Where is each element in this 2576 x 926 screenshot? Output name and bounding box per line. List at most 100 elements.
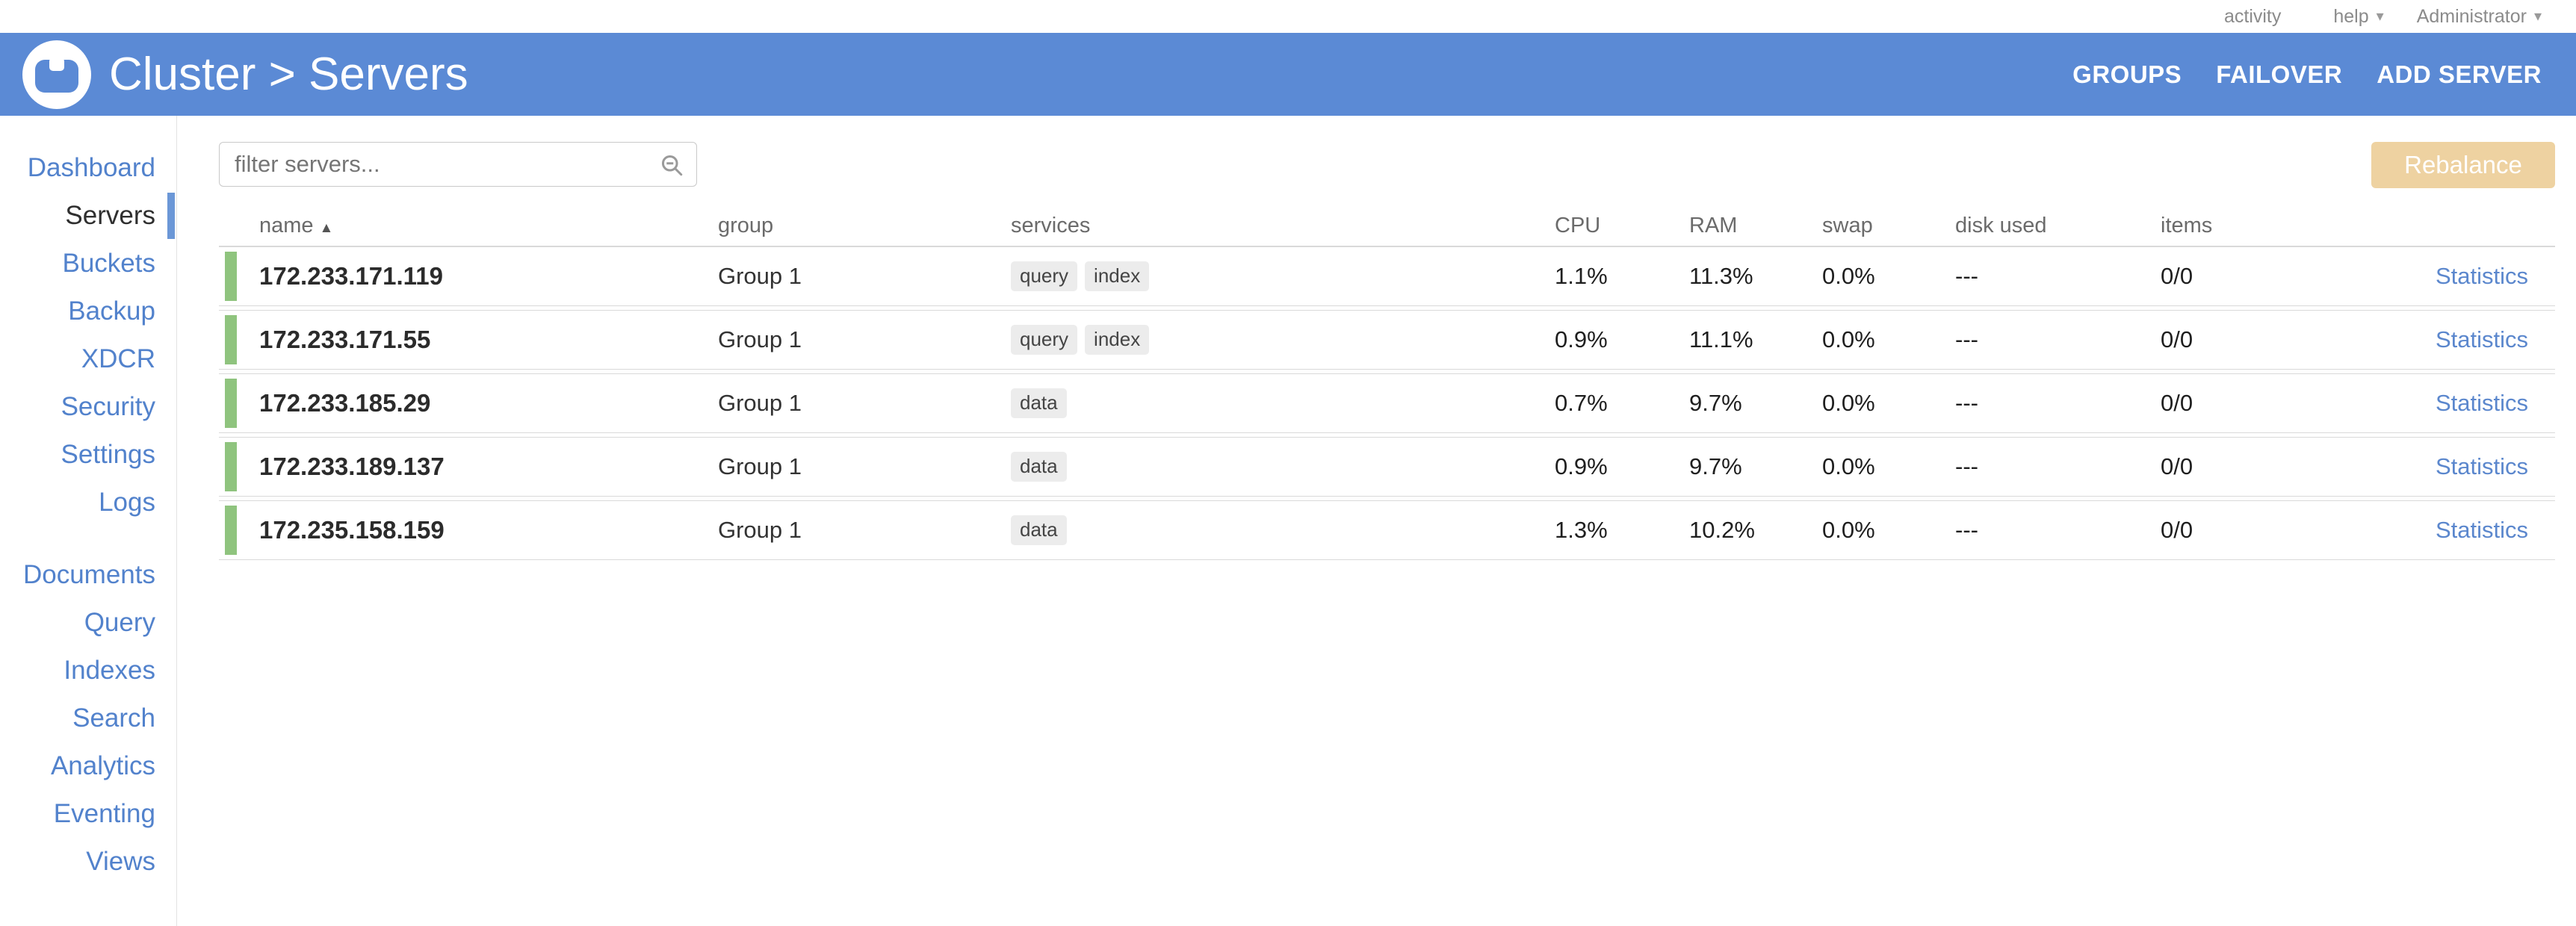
table-row: 172.233.185.29 Group 1 data 0.7% 9.7% 0.…	[219, 373, 2555, 433]
failover-button[interactable]: FAILOVER	[2216, 60, 2343, 88]
statistics-link[interactable]: Statistics	[2435, 453, 2528, 479]
server-swap: 0.0%	[1822, 453, 1875, 479]
server-name[interactable]: 172.233.171.119	[259, 262, 443, 290]
server-cpu: 0.9%	[1555, 453, 1608, 479]
table-row: 172.233.189.137 Group 1 data 0.9% 9.7% 0…	[219, 437, 2555, 497]
server-status-indicator	[225, 315, 237, 364]
server-disk-used: ---	[1955, 390, 1978, 416]
rebalance-button[interactable]: Rebalance	[2371, 142, 2555, 188]
sidebar-item-indexes[interactable]: Indexes	[64, 656, 155, 685]
server-items: 0/0	[2161, 326, 2193, 352]
activity-link[interactable]: activity	[2224, 6, 2281, 28]
header-action-menu: GROUPS FAILOVER ADD SERVER	[2072, 60, 2542, 89]
chevron-down-icon: ▾	[2533, 8, 2542, 25]
server-items: 0/0	[2161, 517, 2193, 543]
server-services: query index	[1011, 261, 1555, 292]
server-ram: 11.1%	[1689, 326, 1753, 352]
service-badge: data	[1011, 388, 1067, 419]
server-ram: 9.7%	[1689, 390, 1742, 416]
server-services: data	[1011, 515, 1555, 546]
table-row: 172.235.158.159 Group 1 data 1.3% 10.2% …	[219, 500, 2555, 560]
column-header-name[interactable]: name ▲	[259, 213, 334, 237]
activity-label: activity	[2223, 5, 2282, 27]
sidebar-item-documents[interactable]: Documents	[22, 560, 155, 589]
server-disk-used: ---	[1955, 263, 1978, 289]
server-swap: 0.0%	[1822, 263, 1875, 289]
couchbase-logo-icon	[22, 40, 91, 109]
table-row: 172.233.171.119 Group 1 query index 1.1%…	[219, 246, 2555, 306]
server-cpu: 0.9%	[1555, 326, 1608, 352]
sidebar-item-query[interactable]: Query	[84, 608, 155, 637]
servers-table: name ▲ group services CPU RAM swap disk u…	[219, 205, 2555, 560]
server-cpu: 1.1%	[1555, 263, 1608, 289]
column-header-disk-used[interactable]: disk used	[1955, 213, 2047, 237]
help-label: help	[2333, 5, 2369, 27]
server-items: 0/0	[2161, 263, 2193, 289]
server-group: Group 1	[718, 453, 802, 479]
sidebar-item-eventing[interactable]: Eventing	[53, 799, 155, 828]
service-badge: index	[1085, 324, 1150, 355]
statistics-link[interactable]: Statistics	[2435, 517, 2528, 543]
server-group: Group 1	[718, 326, 802, 352]
filter-servers-input[interactable]	[219, 142, 697, 187]
sidebar-nav: Dashboard Servers Buckets Backup XDCR Se…	[0, 116, 177, 926]
servers-toolbar: Rebalance	[219, 142, 2555, 188]
sidebar-item-backup[interactable]: Backup	[68, 296, 155, 326]
user-menu[interactable]: Administrator ▾	[2417, 6, 2542, 28]
sidebar-item-dashboard[interactable]: Dashboard	[27, 153, 155, 182]
server-group: Group 1	[718, 517, 802, 543]
main-content: Rebalance name▲ group services CPU RAM s…	[177, 116, 2576, 926]
column-header-swap[interactable]: swap	[1822, 213, 1873, 237]
service-badge: data	[1011, 515, 1067, 546]
server-name[interactable]: 172.233.189.137	[259, 453, 445, 480]
main-layout: Dashboard Servers Buckets Backup XDCR Se…	[0, 116, 2576, 926]
app-header: Cluster > Servers GROUPS FAILOVER ADD SE…	[0, 33, 2576, 116]
column-header-group[interactable]: group	[718, 213, 774, 237]
server-disk-used: ---	[1955, 453, 1978, 479]
server-name[interactable]: 172.233.185.29	[259, 389, 431, 417]
sidebar-item-buckets[interactable]: Buckets	[62, 249, 156, 278]
server-status-indicator	[225, 379, 237, 428]
add-server-button[interactable]: ADD SERVER	[2377, 60, 2542, 88]
sidebar-item-xdcr[interactable]: XDCR	[81, 344, 155, 373]
groups-button[interactable]: GROUPS	[2072, 60, 2182, 88]
sidebar-item-servers[interactable]: Servers	[0, 192, 176, 240]
server-group: Group 1	[718, 390, 802, 416]
help-menu[interactable]: help ▾	[2333, 6, 2383, 28]
server-disk-used: ---	[1955, 326, 1978, 352]
column-header-ram[interactable]: RAM	[1689, 213, 1738, 237]
server-ram: 10.2%	[1689, 517, 1755, 543]
sidebar-item-settings[interactable]: Settings	[61, 440, 155, 469]
column-header-services[interactable]: services	[1011, 213, 1091, 237]
statistics-link[interactable]: Statistics	[2435, 390, 2528, 416]
server-group: Group 1	[718, 263, 802, 289]
server-ram: 9.7%	[1689, 453, 1742, 479]
sidebar-item-security[interactable]: Security	[61, 392, 155, 421]
server-ram: 11.3%	[1689, 263, 1753, 289]
service-badge: index	[1085, 261, 1150, 292]
server-services: data	[1011, 451, 1555, 482]
server-status-indicator	[225, 252, 237, 301]
server-name[interactable]: 172.235.158.159	[259, 516, 445, 544]
sidebar-item-search[interactable]: Search	[72, 703, 155, 733]
sidebar-item-analytics[interactable]: Analytics	[50, 751, 155, 780]
column-header-cpu[interactable]: CPU	[1555, 213, 1601, 237]
couchbase-notch-shape	[49, 57, 64, 71]
page-title: Cluster > Servers	[109, 49, 468, 100]
chevron-down-icon: ▾	[2376, 8, 2384, 25]
statistics-link[interactable]: Statistics	[2435, 326, 2528, 352]
table-header-row: name ▲ group services CPU RAM swap disk u…	[219, 205, 2555, 246]
server-status-indicator	[225, 506, 237, 555]
column-header-items[interactable]: items	[2161, 213, 2213, 237]
couchbase-couch-shape	[35, 57, 78, 93]
server-name[interactable]: 172.233.171.55	[259, 326, 431, 353]
sort-asc-icon: ▲	[319, 220, 334, 236]
table-row: 172.233.171.55 Group 1 query index 0.9% …	[219, 310, 2555, 370]
server-swap: 0.0%	[1822, 517, 1875, 543]
server-swap: 0.0%	[1822, 390, 1875, 416]
sidebar-item-views[interactable]: Views	[86, 847, 155, 876]
server-services: data	[1011, 388, 1555, 419]
search-icon	[661, 155, 683, 176]
sidebar-item-logs[interactable]: Logs	[99, 488, 155, 517]
statistics-link[interactable]: Statistics	[2435, 263, 2528, 289]
